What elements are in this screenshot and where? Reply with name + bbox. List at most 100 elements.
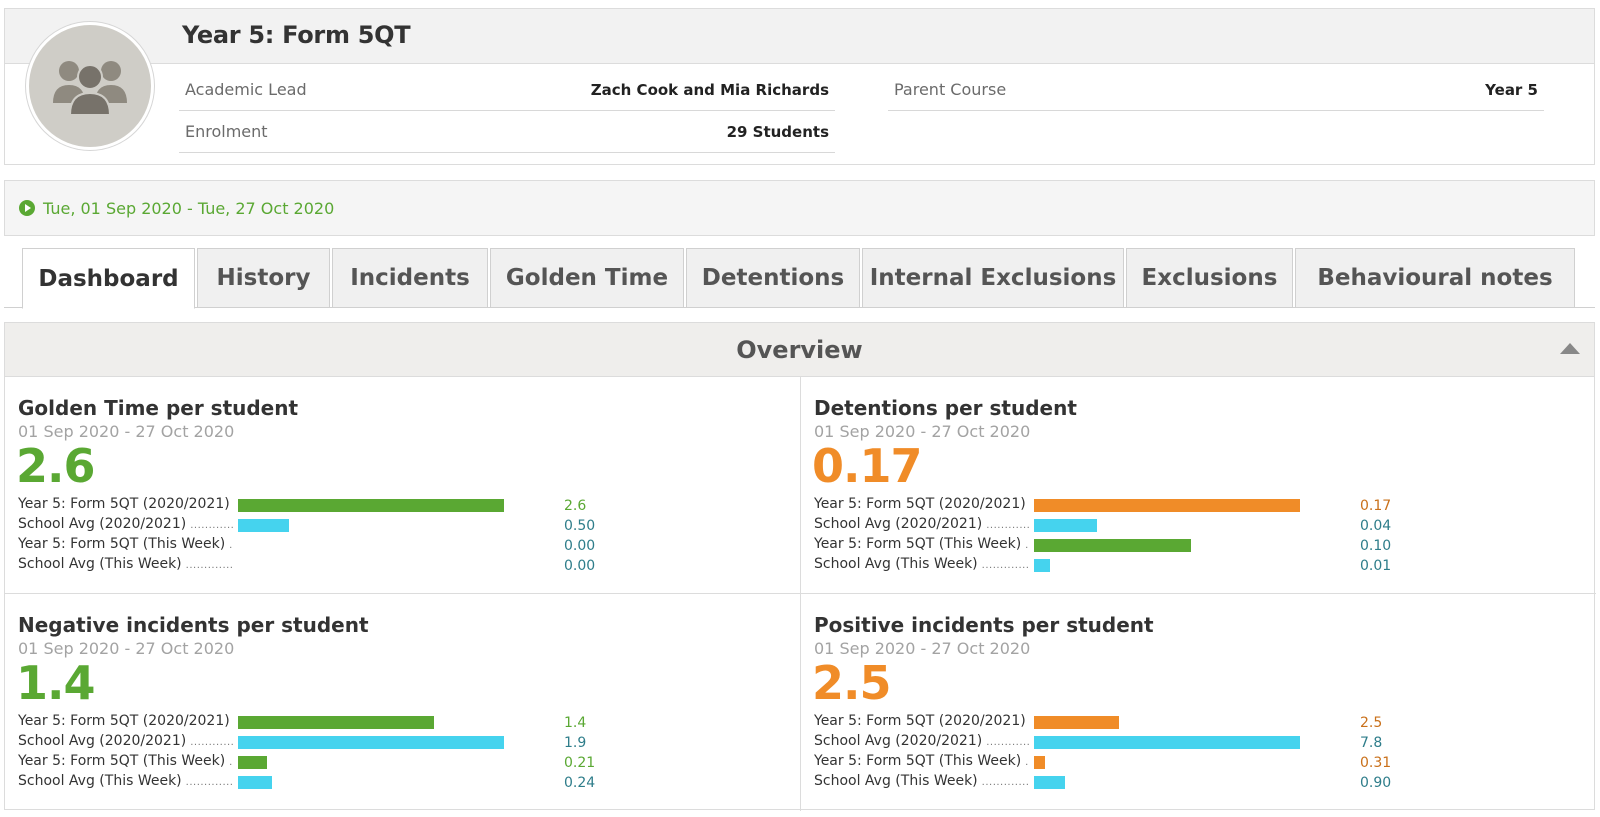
widget-title: Detentions per student bbox=[814, 396, 1077, 420]
bar-label: School Avg (2020/2021) bbox=[18, 733, 233, 749]
widget-big-value: 1.4 bbox=[16, 656, 95, 710]
bar-label: Year 5: Form 5QT (2020/2021) bbox=[814, 496, 1029, 512]
bar-label-text: School Avg (2020/2021) bbox=[814, 733, 987, 749]
academic-lead-value: Zach Cook and Mia Richards bbox=[590, 80, 829, 99]
bar-track bbox=[1034, 499, 1300, 512]
collapse-up-icon[interactable] bbox=[1560, 343, 1580, 354]
bar-label-text: Year 5: Form 5QT (2020/2021) bbox=[814, 713, 1029, 729]
tab-dashboard[interactable]: Dashboard bbox=[22, 248, 195, 309]
bar-row: School Avg (2020/2021) 0.04 bbox=[814, 516, 1584, 536]
bar-label: School Avg (This Week) bbox=[814, 773, 1029, 789]
bar-value: 0.21 bbox=[564, 755, 596, 771]
bar-value: 7.8 bbox=[1360, 735, 1383, 751]
tab-exclusions[interactable]: Exclusions bbox=[1126, 248, 1293, 308]
widget-title: Golden Time per student bbox=[18, 396, 299, 420]
bar-row: Year 5: Form 5QT (This Week) 0.10 bbox=[814, 536, 1584, 556]
bar-fill bbox=[238, 519, 289, 532]
bar-value: 0.00 bbox=[564, 558, 596, 574]
enrolment-row: Enrolment 29 Students bbox=[179, 111, 835, 153]
bar-fill bbox=[1034, 776, 1065, 789]
bar-row: School Avg (2020/2021) 7.8 bbox=[814, 733, 1584, 753]
bar-track bbox=[238, 559, 504, 572]
bar-label-text: School Avg (2020/2021) bbox=[814, 516, 987, 532]
bar-label: Year 5: Form 5QT (This Week) bbox=[18, 753, 233, 769]
bar-value: 0.31 bbox=[1360, 755, 1392, 771]
academic-lead-row: Academic Lead Zach Cook and Mia Richards bbox=[179, 69, 835, 111]
bar-label-text: Year 5: Form 5QT (2020/2021) bbox=[814, 496, 1029, 512]
bar-label-text: School Avg (This Week) bbox=[814, 773, 982, 789]
bar-row: Year 5: Form 5QT (2020/2021) 1.4 bbox=[18, 713, 788, 733]
bar-value: 0.04 bbox=[1360, 518, 1392, 534]
widget-divider-horizontal bbox=[5, 593, 1596, 594]
bar-track bbox=[1034, 776, 1300, 789]
academic-lead-label: Academic Lead bbox=[185, 80, 307, 99]
bar-row: School Avg (This Week) 0.90 bbox=[814, 773, 1584, 793]
tab-golden-time[interactable]: Golden Time bbox=[490, 248, 684, 308]
tab-detentions[interactable]: Detentions bbox=[686, 248, 860, 308]
bar-fill bbox=[238, 499, 504, 512]
tab-history[interactable]: History bbox=[197, 248, 330, 308]
group-icon bbox=[53, 61, 127, 116]
bar-label: Year 5: Form 5QT (This Week) bbox=[814, 536, 1029, 552]
bar-row: Year 5: Form 5QT (This Week) 0.31 bbox=[814, 753, 1584, 773]
tab-bar: Dashboard History Incidents Golden Time … bbox=[4, 248, 1595, 309]
bar-track bbox=[1034, 519, 1300, 532]
tab-internal-exclusions[interactable]: Internal Exclusions bbox=[862, 248, 1124, 308]
date-range-bar[interactable]: Tue, 01 Sep 2020 - Tue, 27 Oct 2020 bbox=[4, 180, 1595, 236]
widget-positive-incidents: Positive incidents per student 01 Sep 202… bbox=[801, 594, 1596, 810]
bar-label-text: School Avg (2020/2021) bbox=[18, 516, 191, 532]
bar-value: 0.17 bbox=[1360, 498, 1392, 514]
bar-label: School Avg (This Week) bbox=[18, 556, 233, 572]
widget-big-value: 2.6 bbox=[16, 439, 95, 493]
bar-label: School Avg (This Week) bbox=[18, 773, 233, 789]
widget-title: Positive incidents per student bbox=[814, 613, 1154, 637]
bar-track bbox=[238, 519, 504, 532]
bar-track bbox=[238, 716, 504, 729]
tab-incidents[interactable]: Incidents bbox=[332, 248, 488, 308]
overview-title: Overview bbox=[736, 335, 863, 364]
bar-value: 0.00 bbox=[564, 538, 596, 554]
bar-label: Year 5: Form 5QT (2020/2021) bbox=[814, 713, 1029, 729]
bar-label-text: Year 5: Form 5QT (2020/2021) bbox=[18, 496, 233, 512]
play-icon bbox=[19, 200, 35, 216]
bar-fill bbox=[1034, 736, 1300, 749]
bar-track bbox=[1034, 736, 1300, 749]
bar-fill bbox=[238, 776, 272, 789]
bar-fill bbox=[1034, 756, 1045, 769]
bar-fill bbox=[1034, 539, 1191, 552]
bar-label: School Avg (2020/2021) bbox=[814, 516, 1029, 532]
bar-row: School Avg (2020/2021) 1.9 bbox=[18, 733, 788, 753]
bar-fill bbox=[238, 716, 434, 729]
bar-label-text: Year 5: Form 5QT (2020/2021) bbox=[18, 713, 233, 729]
widget-divider-vertical bbox=[800, 377, 801, 811]
bar-value: 0.01 bbox=[1360, 558, 1392, 574]
bar-track bbox=[1034, 539, 1300, 552]
bar-value: 2.6 bbox=[564, 498, 587, 514]
parent-course-value: Year 5 bbox=[1485, 80, 1538, 99]
bar-fill bbox=[1034, 716, 1119, 729]
bar-fill bbox=[238, 736, 504, 749]
widget-big-value: 2.5 bbox=[812, 656, 891, 710]
bar-label: Year 5: Form 5QT (This Week) bbox=[814, 753, 1029, 769]
bar-value: 2.5 bbox=[1360, 715, 1383, 731]
enrolment-value: 29 Students bbox=[726, 122, 829, 141]
tab-behavioural-notes[interactable]: Behavioural notes bbox=[1295, 248, 1575, 308]
bar-track bbox=[1034, 559, 1300, 572]
bar-track bbox=[238, 736, 504, 749]
class-title: Year 5: Form 5QT bbox=[182, 21, 411, 49]
enrolment-label: Enrolment bbox=[185, 122, 268, 141]
bar-value: 0.24 bbox=[564, 775, 596, 791]
bar-label: School Avg (This Week) bbox=[814, 556, 1029, 572]
bar-row: School Avg (This Week) 0.01 bbox=[814, 556, 1584, 576]
bar-fill bbox=[1034, 559, 1050, 572]
bar-row: Year 5: Form 5QT (2020/2021) 2.6 bbox=[18, 496, 788, 516]
overview-header[interactable]: Overview bbox=[5, 323, 1594, 377]
bar-label-text: School Avg (This Week) bbox=[814, 556, 982, 572]
widget-date-range: 01 Sep 2020 - 27 Oct 2020 bbox=[18, 639, 235, 658]
bar-label-text: School Avg (This Week) bbox=[18, 556, 186, 572]
widget-title: Negative incidents per student bbox=[18, 613, 369, 637]
bar-row: School Avg (This Week) 0.24 bbox=[18, 773, 788, 793]
bar-fill bbox=[238, 756, 267, 769]
bar-label: School Avg (2020/2021) bbox=[18, 516, 233, 532]
bar-value: 0.90 bbox=[1360, 775, 1392, 791]
